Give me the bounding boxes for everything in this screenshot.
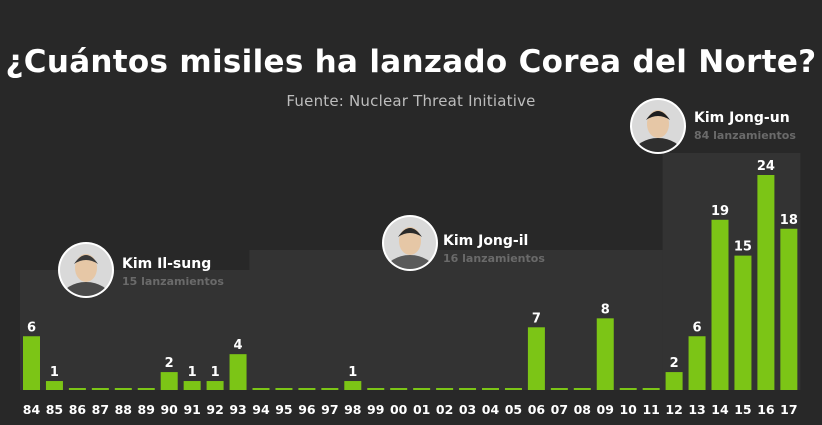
leader-name-1: Kim Jong-il bbox=[443, 233, 528, 249]
data-label-93: 4 bbox=[234, 338, 243, 353]
x-tick-10: 10 bbox=[619, 402, 637, 417]
data-label-92: 1 bbox=[211, 365, 220, 380]
bar-13 bbox=[688, 336, 706, 390]
data-label-14: 19 bbox=[711, 204, 729, 219]
x-tick-12: 12 bbox=[665, 402, 682, 417]
bar-01 bbox=[413, 388, 431, 390]
bar-92 bbox=[206, 381, 224, 390]
kim-il-sung-portrait-icon bbox=[58, 242, 114, 298]
bar-14 bbox=[711, 219, 729, 390]
x-tick-06: 06 bbox=[528, 402, 546, 417]
data-label-13: 6 bbox=[693, 320, 702, 335]
bar-07 bbox=[550, 388, 568, 390]
data-label-06: 7 bbox=[532, 311, 541, 326]
x-tick-05: 05 bbox=[505, 402, 522, 417]
bar-15 bbox=[734, 255, 752, 390]
data-label-09: 8 bbox=[601, 302, 610, 317]
x-tick-13: 13 bbox=[688, 402, 705, 417]
bar-86 bbox=[68, 388, 86, 390]
bar-98 bbox=[344, 381, 362, 390]
data-label-85: 1 bbox=[50, 365, 59, 380]
x-tick-07: 07 bbox=[551, 402, 568, 417]
bar-84 bbox=[23, 336, 40, 390]
bar-95 bbox=[275, 388, 293, 390]
bar-10 bbox=[619, 388, 637, 390]
bar-87 bbox=[91, 388, 109, 390]
bar-11 bbox=[642, 388, 660, 390]
bar-09 bbox=[596, 318, 614, 390]
bar-94 bbox=[252, 388, 270, 390]
bar-99 bbox=[367, 388, 385, 390]
x-tick-09: 09 bbox=[597, 402, 614, 417]
leader-count-2: 84 lanzamientos bbox=[694, 129, 796, 142]
x-tick-14: 14 bbox=[711, 402, 729, 417]
bar-02 bbox=[436, 388, 454, 390]
x-tick-08: 08 bbox=[574, 402, 591, 417]
x-tick-88: 88 bbox=[115, 402, 132, 417]
era-panel-1 bbox=[249, 250, 663, 390]
bar-97 bbox=[321, 388, 339, 390]
x-tick-93: 93 bbox=[229, 402, 246, 417]
x-tick-17: 17 bbox=[780, 402, 797, 417]
data-label-17: 18 bbox=[780, 213, 798, 228]
x-tick-91: 91 bbox=[183, 402, 200, 417]
bar-96 bbox=[298, 388, 316, 390]
x-tick-03: 03 bbox=[459, 402, 476, 417]
x-tick-15: 15 bbox=[734, 402, 751, 417]
x-tick-85: 85 bbox=[46, 402, 63, 417]
x-tick-16: 16 bbox=[757, 402, 775, 417]
x-tick-01: 01 bbox=[413, 402, 430, 417]
x-tick-97: 97 bbox=[321, 402, 338, 417]
kim-jong-un-portrait-icon bbox=[630, 98, 686, 154]
x-tick-90: 90 bbox=[160, 402, 178, 417]
era-panel-0 bbox=[20, 270, 250, 390]
x-tick-96: 96 bbox=[298, 402, 316, 417]
data-label-12: 2 bbox=[670, 356, 679, 371]
leader-count-0: 15 lanzamientos bbox=[122, 275, 224, 288]
x-tick-87: 87 bbox=[92, 402, 109, 417]
bar-00 bbox=[390, 388, 408, 390]
bar-17 bbox=[780, 228, 798, 390]
x-tick-84: 84 bbox=[23, 402, 41, 417]
x-tick-02: 02 bbox=[436, 402, 453, 417]
bar-04 bbox=[482, 388, 499, 390]
bar-93 bbox=[229, 354, 247, 390]
leader-name-0: Kim Il-sung bbox=[122, 256, 211, 272]
bar-08 bbox=[573, 388, 591, 390]
bar-89 bbox=[137, 388, 155, 390]
kim-jong-il-portrait-icon bbox=[382, 215, 438, 271]
leader-name-2: Kim Jong-un bbox=[694, 110, 790, 126]
bar-90 bbox=[160, 372, 178, 390]
data-label-98: 1 bbox=[348, 365, 357, 380]
bar-16 bbox=[757, 175, 775, 390]
bar-05 bbox=[504, 388, 522, 390]
data-label-91: 1 bbox=[188, 365, 197, 380]
data-label-15: 15 bbox=[734, 240, 752, 255]
x-tick-95: 95 bbox=[275, 402, 292, 417]
bar-88 bbox=[114, 388, 132, 390]
x-tick-04: 04 bbox=[482, 402, 500, 417]
data-label-84: 6 bbox=[27, 320, 36, 335]
chart-title: ¿Cuántos misiles ha lanzado Corea del No… bbox=[5, 44, 817, 80]
era-panel-2 bbox=[662, 153, 801, 390]
x-tick-89: 89 bbox=[138, 402, 155, 417]
x-tick-98: 98 bbox=[344, 402, 361, 417]
bar-85 bbox=[45, 381, 63, 390]
bar-12 bbox=[665, 372, 683, 390]
bar-06 bbox=[527, 327, 545, 390]
chart-subtitle: Fuente: Nuclear Threat Initiative bbox=[286, 92, 536, 110]
x-tick-00: 00 bbox=[390, 402, 408, 417]
bar-91 bbox=[183, 381, 201, 390]
x-tick-99: 99 bbox=[367, 402, 384, 417]
data-label-16: 24 bbox=[757, 159, 775, 174]
data-label-90: 2 bbox=[165, 356, 174, 371]
x-tick-94: 94 bbox=[252, 402, 270, 417]
leader-count-1: 16 lanzamientos bbox=[443, 252, 545, 265]
bar-03 bbox=[459, 388, 477, 390]
x-tick-86: 86 bbox=[69, 402, 87, 417]
x-tick-11: 11 bbox=[642, 402, 659, 417]
x-tick-92: 92 bbox=[206, 402, 223, 417]
